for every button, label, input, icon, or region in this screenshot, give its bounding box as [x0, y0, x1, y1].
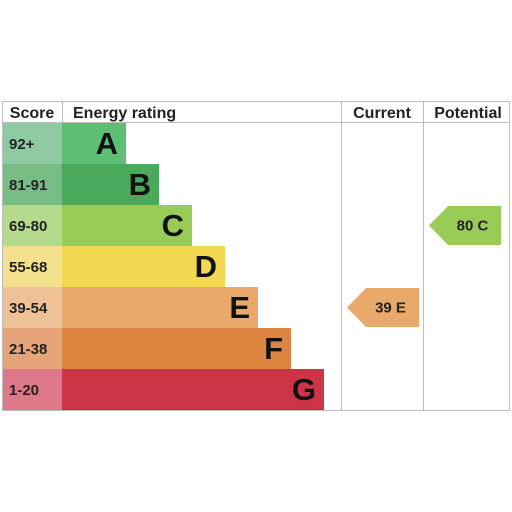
rating-letter-f: F: [264, 331, 283, 366]
score-header: Score: [10, 105, 55, 122]
score-range-a: 92+: [9, 136, 35, 153]
score-range-d: 55-68: [9, 259, 47, 276]
score-range-e: 39-54: [9, 300, 48, 317]
current-header: Current: [353, 105, 411, 122]
rating-bands: 92+ A 81-91 B 69-80 C 55-68 D 39-54 E 21-38 F 1-20 G: [3, 123, 324, 410]
rating-letter-g: G: [292, 372, 316, 407]
score-cell-g: [3, 369, 62, 410]
potential-rating-arrow: [429, 206, 501, 245]
rating-markers: 39 E 80 C: [347, 206, 501, 327]
rating-bar-f: [62, 328, 291, 369]
energy-rating-header: Energy rating: [73, 105, 176, 122]
rating-letter-e: E: [229, 290, 250, 325]
rating-letter-c: C: [162, 208, 184, 243]
rating-bar-a: [62, 123, 126, 164]
rating-letter-a: A: [96, 126, 118, 161]
score-range-g: 1-20: [9, 382, 39, 399]
score-range-c: 69-80: [9, 218, 47, 235]
rating-letter-d: D: [195, 249, 217, 284]
score-range-b: 81-91: [9, 177, 47, 194]
rating-letter-b: B: [129, 167, 151, 202]
score-range-f: 21-38: [9, 341, 47, 358]
rating-bar-c: [62, 205, 192, 246]
rating-bar-b: [62, 164, 159, 205]
score-cell-c: [3, 205, 62, 246]
chart-frame: [2, 101, 510, 411]
score-cell-b: [3, 164, 62, 205]
score-cell-d: [3, 246, 62, 287]
rating-bar-d: [62, 246, 225, 287]
score-cell-e: [3, 287, 62, 328]
rating-bar-g: [62, 369, 324, 410]
current-rating-arrow: [347, 288, 419, 327]
potential-rating-label: 80 C: [457, 218, 489, 235]
current-rating-label: 39 E: [375, 300, 406, 317]
rating-bar-e: [62, 287, 258, 328]
score-cell-f: [3, 328, 62, 369]
score-cell-a: [3, 123, 62, 164]
potential-header: Potential: [434, 105, 502, 122]
